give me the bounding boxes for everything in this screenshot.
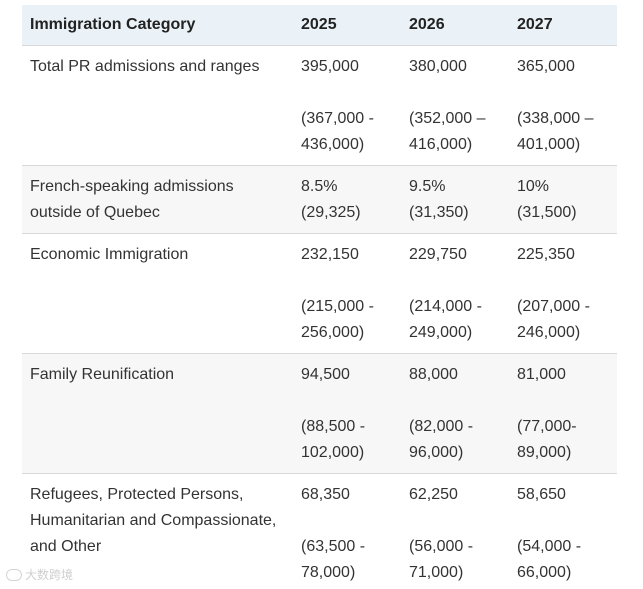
cell-value: 365,000 — [517, 58, 575, 75]
row-category-label: Economic Immigration — [30, 246, 189, 263]
cell-value: 395,000 — [301, 58, 359, 75]
cell-value: 58,650 — [517, 486, 566, 503]
row-category-label: Family Reunification — [30, 366, 175, 383]
cell-range: (215,000 - 256,000) — [301, 298, 374, 341]
cell-range: (82,000 - 96,000) — [409, 418, 474, 461]
cell-range: (338,000 – 401,000) — [517, 110, 594, 153]
table-row: Economic Immigration 232,150 (215,000 - … — [22, 234, 617, 354]
row-category-label: French-speaking admissions outside of Qu… — [30, 178, 234, 221]
cell-value: 380,000 — [409, 58, 467, 75]
cell-range: (56,000 - 71,000) — [409, 538, 474, 581]
table-row: Refugees, Protected Persons, Humanitaria… — [22, 474, 617, 589]
cell-value: 225,350 — [517, 246, 575, 263]
header-2027: 2027 — [517, 16, 553, 33]
header-2025: 2025 — [301, 16, 337, 33]
cell-value: 229,750 — [409, 246, 467, 263]
row-category-label: Total PR admissions and ranges — [30, 58, 260, 75]
cell-value: 10% — [517, 178, 550, 195]
table-row: Total PR admissions and ranges 395,000 (… — [22, 46, 617, 166]
cell-range: (352,000 – 416,000) — [409, 110, 486, 153]
watermark-text: 大数跨境 — [25, 568, 74, 582]
cell-value: 94,500 — [301, 366, 350, 383]
cell-range: (207,000 - 246,000) — [517, 298, 590, 341]
cell-range: (31,500) — [517, 204, 577, 221]
cell-range: (31,350) — [409, 204, 469, 221]
table-header-row: Immigration Category 2025 2026 2027 — [22, 5, 617, 46]
watermark: 大数跨境 — [6, 566, 73, 583]
row-category-label: Refugees, Protected Persons, Humanitaria… — [30, 486, 277, 555]
cell-value: 62,250 — [409, 486, 458, 503]
cell-value: 81,000 — [517, 366, 566, 383]
cell-range: (54,000 - 66,000) — [517, 538, 582, 581]
cell-range: (88,500 - 102,000) — [301, 418, 366, 461]
table-row: Family Reunification 94,500 (88,500 - 10… — [22, 354, 617, 474]
cell-value: 232,150 — [301, 246, 359, 263]
cell-value: 9.5% — [409, 178, 446, 195]
cell-range: (367,000 - 436,000) — [301, 110, 374, 153]
table-row: French-speaking admissions outside of Qu… — [22, 166, 617, 234]
cell-value: 8.5% — [301, 178, 338, 195]
header-category: Immigration Category — [30, 16, 196, 33]
cell-range: (29,325) — [301, 204, 361, 221]
watermark-logo-icon — [6, 568, 22, 581]
cell-range: (77,000- 89,000) — [517, 418, 577, 461]
immigration-levels-table: Immigration Category 2025 2026 2027 Tota… — [22, 5, 617, 589]
cell-range: (63,500 - 78,000) — [301, 538, 366, 581]
cell-value: 68,350 — [301, 486, 350, 503]
cell-range: (214,000 - 249,000) — [409, 298, 482, 341]
cell-value: 88,000 — [409, 366, 458, 383]
header-2026: 2026 — [409, 16, 445, 33]
